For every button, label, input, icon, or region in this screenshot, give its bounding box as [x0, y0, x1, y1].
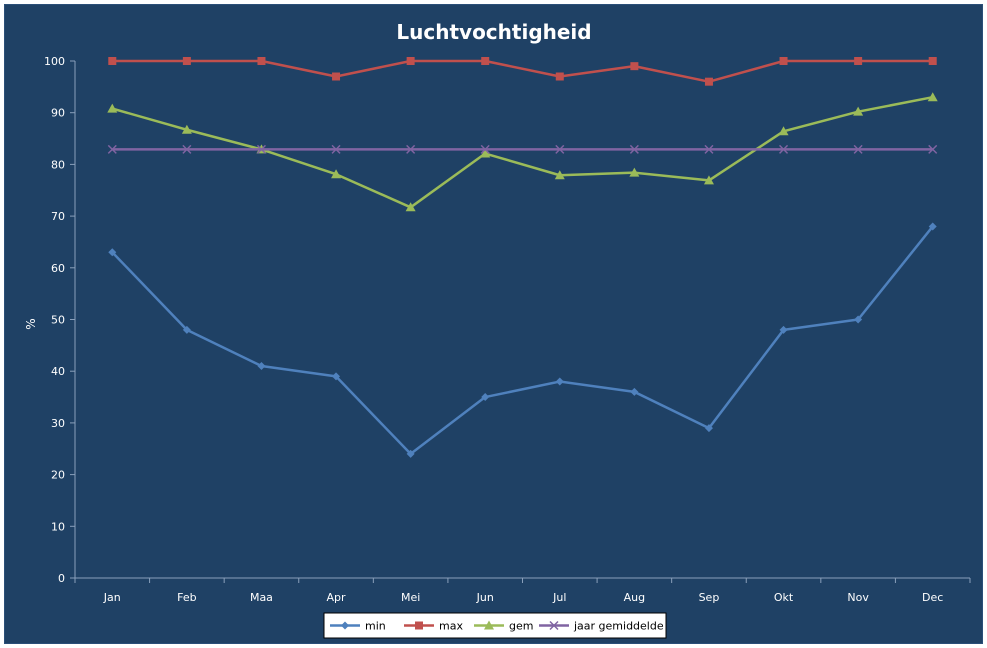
data-point-gem — [107, 103, 118, 113]
x-tick-label: Jan — [103, 591, 121, 604]
legend-marker-max — [415, 621, 423, 630]
y-tick-label: 100 — [44, 55, 65, 68]
data-point-gem — [331, 169, 342, 179]
y-tick-label: 0 — [58, 572, 65, 585]
x-tick-label: Nov — [847, 591, 869, 604]
y-tick-label: 50 — [51, 314, 65, 327]
data-point-max — [779, 57, 788, 65]
data-point-max — [332, 72, 341, 81]
data-point-gem — [554, 170, 565, 180]
data-point-gem — [405, 202, 416, 212]
x-tick-label: Aug — [624, 591, 645, 604]
data-point-min — [779, 325, 788, 334]
data-point-min — [704, 424, 713, 433]
x-tick-label: Apr — [327, 591, 347, 604]
x-tick-label: Dec — [922, 591, 943, 604]
legend-marker-gem — [484, 620, 494, 630]
x-tick-label: Sep — [699, 591, 720, 604]
x-tick-label: Maa — [250, 591, 273, 604]
legend-label-gem: gem — [509, 620, 533, 633]
data-point-max — [704, 77, 713, 86]
data-point-min — [928, 222, 937, 231]
y-tick-label: 60 — [51, 262, 65, 275]
data-point-jaar-gemiddelde — [331, 144, 341, 154]
y-tick-label: 90 — [51, 107, 65, 120]
data-point-max — [555, 72, 564, 81]
data-point-min — [257, 362, 266, 371]
data-point-min — [332, 372, 341, 381]
data-point-min — [481, 393, 490, 402]
data-point-jaar-gemiddelde — [182, 144, 192, 154]
y-axis-label: % — [24, 318, 38, 329]
data-point-max — [257, 57, 266, 65]
legend-marker-jaar-gemiddelde — [549, 620, 559, 631]
data-point-gem — [778, 126, 789, 136]
x-tick-label: Mei — [401, 591, 420, 604]
data-point-max — [928, 57, 937, 65]
x-tick-label: Okt — [774, 591, 794, 604]
data-point-jaar-gemiddelde — [555, 144, 565, 154]
legend-label-jaar-gemiddelde: jaar gemiddelde — [573, 620, 664, 633]
data-point-jaar-gemiddelde — [704, 144, 714, 154]
legend-label-min: min — [365, 620, 386, 633]
data-point-jaar-gemiddelde — [928, 144, 938, 154]
data-point-max — [108, 57, 117, 65]
data-point-min — [555, 377, 564, 386]
x-tick-label: Jun — [476, 591, 494, 604]
data-point-max — [630, 62, 639, 71]
data-point-jaar-gemiddelde — [107, 144, 117, 154]
data-point-gem — [703, 175, 714, 185]
data-point-min — [108, 248, 117, 257]
data-point-jaar-gemiddelde — [853, 144, 863, 154]
data-point-jaar-gemiddelde — [779, 144, 789, 154]
data-point-jaar-gemiddelde — [406, 144, 416, 154]
line-chart: Luchtvochtigheid % 0 10 20 30 40 50 60 70 80 90 10… — [24, 20, 971, 639]
data-point-jaar-gemiddelde — [256, 144, 266, 154]
series-line-min — [111, 225, 934, 456]
chart-title: Luchtvochtigheid — [396, 20, 591, 44]
y-tick-label: 80 — [51, 158, 65, 171]
data-point-min — [182, 325, 191, 334]
y-tick-label: 40 — [51, 365, 65, 378]
y-tick-label: 30 — [51, 417, 65, 430]
data-point-gem — [853, 106, 864, 116]
series-line-max — [112, 59, 933, 83]
series-line-gem — [111, 95, 933, 209]
data-point-jaar-gemiddelde — [480, 144, 490, 154]
data-point-max — [481, 57, 490, 65]
x-tick-label: Feb — [177, 591, 196, 604]
data-point-max — [182, 57, 191, 65]
data-point-max — [854, 57, 863, 65]
y-tick-label: 10 — [51, 520, 65, 533]
legend-label-max: max — [439, 620, 463, 633]
data-point-gem — [927, 92, 938, 102]
legend: min max gem jaar gemiddelde — [323, 612, 667, 639]
y-tick-label: 70 — [51, 210, 65, 223]
plot-area: 0 10 20 30 40 50 60 70 80 90 100 Jan Feb Maa Apr Mei Jun… — [44, 55, 971, 604]
data-point-max — [406, 57, 415, 65]
data-point-gem — [181, 124, 192, 134]
data-point-gem — [629, 167, 640, 177]
chart-area: Luchtvochtigheid % 0 10 20 30 40 50 60 70 80 90 10… — [4, 4, 983, 644]
data-point-min — [406, 449, 415, 458]
data-point-min — [854, 315, 863, 324]
x-tick-label: Jul — [552, 591, 566, 604]
data-point-gem — [480, 148, 491, 158]
data-point-jaar-gemiddelde — [629, 144, 639, 154]
legend-marker-min — [341, 621, 349, 630]
data-point-min — [630, 387, 639, 396]
y-tick-label: 20 — [51, 469, 65, 482]
